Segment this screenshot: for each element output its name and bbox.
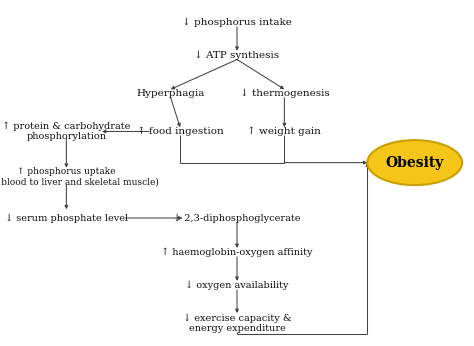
Text: ↓ serum phosphate level: ↓ serum phosphate level — [5, 213, 128, 222]
Text: ↓ thermogenesis: ↓ thermogenesis — [239, 89, 329, 98]
Text: ↓ ATP synthesis: ↓ ATP synthesis — [194, 51, 280, 60]
Text: ↑ food ingestion: ↑ food ingestion — [137, 127, 224, 136]
Text: ↓ exercise capacity &
energy expenditure: ↓ exercise capacity & energy expenditure — [182, 314, 292, 333]
Text: ↑ phosphorus uptake
(from blood to liver and skeletal muscle): ↑ phosphorus uptake (from blood to liver… — [0, 167, 159, 186]
Text: ↑ haemoglobin-oxygen affinity: ↑ haemoglobin-oxygen affinity — [161, 248, 313, 257]
Text: ↓ phosphorus intake: ↓ phosphorus intake — [182, 18, 292, 27]
Text: ↓ oxygen availability: ↓ oxygen availability — [185, 281, 289, 290]
Text: ↑ weight gain: ↑ weight gain — [247, 127, 321, 136]
Text: ↑ protein & carbohydrate
phosphorylation: ↑ protein & carbohydrate phosphorylation — [2, 121, 130, 142]
Ellipse shape — [367, 140, 462, 185]
Text: Obesity: Obesity — [385, 156, 444, 170]
Text: ↓ 2,3-diphosphoglycerate: ↓ 2,3-diphosphoglycerate — [173, 213, 301, 222]
Text: Hyperphagia: Hyperphagia — [137, 89, 205, 98]
